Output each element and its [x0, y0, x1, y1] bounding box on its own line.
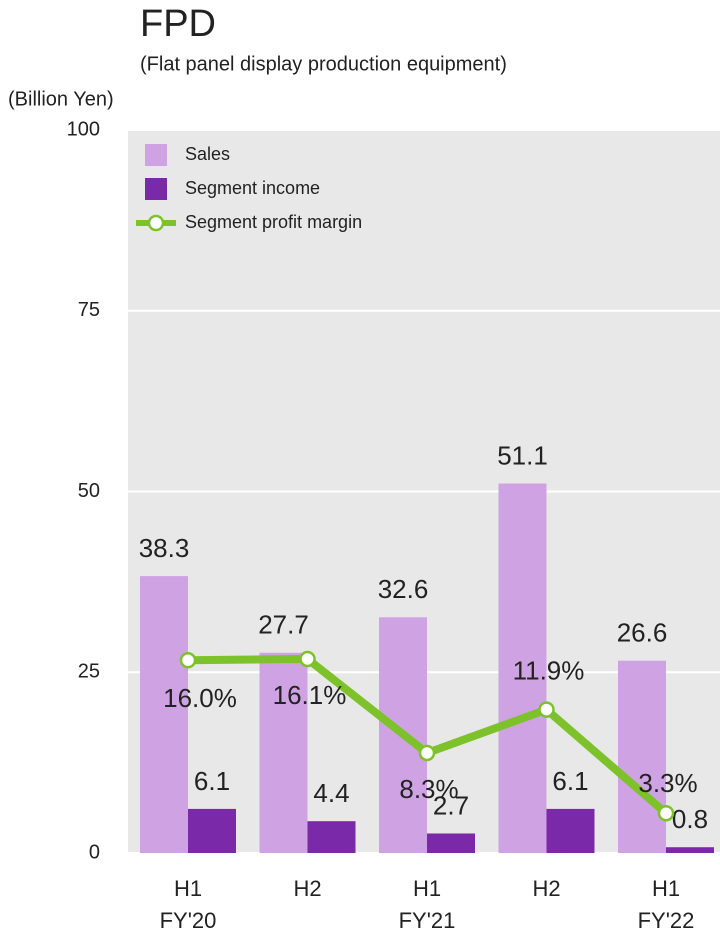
- x-group-label: FY'21: [399, 908, 456, 931]
- data-label: 16.1%: [273, 680, 347, 710]
- legend-label: Segment income: [185, 178, 320, 198]
- y-tick-label: 75: [78, 299, 100, 321]
- bar: [546, 808, 595, 853]
- bar: [307, 821, 356, 853]
- data-label: 27.7: [258, 610, 309, 640]
- chart-subtitle: (Flat panel display production equipment…: [140, 53, 507, 75]
- data-label: 6.1: [194, 766, 230, 796]
- y-tick-label: 0: [89, 841, 100, 863]
- x-tick-label: H2: [532, 876, 560, 901]
- bar: [140, 576, 188, 853]
- x-tick-label: H1: [174, 876, 202, 901]
- bar: [666, 847, 714, 853]
- line-point: [299, 650, 316, 668]
- legend-label: Segment profit margin: [185, 212, 362, 232]
- data-label: 2.7: [433, 790, 469, 820]
- bar: [498, 483, 547, 853]
- data-label: 4.4: [313, 778, 349, 808]
- line-point: [538, 701, 555, 718]
- data-label: 8.3%: [399, 774, 458, 804]
- legend-swatch: [145, 178, 167, 200]
- y-tick-label: 100: [67, 118, 100, 140]
- line-point: [657, 804, 675, 822]
- line-point: [179, 651, 197, 669]
- data-label: 16.0%: [163, 683, 237, 713]
- legend-label: Sales: [185, 144, 230, 164]
- data-label: 51.1: [497, 440, 548, 470]
- x-tick-label: H2: [293, 876, 321, 901]
- data-label: 26.6: [617, 618, 668, 648]
- bar: [427, 833, 475, 853]
- data-label: 0.8: [672, 804, 708, 834]
- bar: [188, 808, 236, 853]
- data-label: 6.1: [552, 766, 588, 796]
- bar: [259, 652, 308, 853]
- y-tick-label: 25: [78, 661, 100, 683]
- y-tick-label: 50: [78, 480, 100, 502]
- data-label: 32.6: [378, 574, 429, 604]
- data-label: 3.3%: [638, 768, 697, 798]
- chart-title: FPD: [140, 3, 216, 45]
- x-group-label: FY'22: [638, 908, 695, 931]
- data-label: 11.9%: [513, 655, 585, 685]
- line-point: [418, 744, 436, 762]
- data-label: 38.3: [139, 533, 190, 563]
- legend-swatch: [145, 144, 167, 166]
- x-tick-label: H1: [413, 876, 441, 901]
- x-group-label: FY'20: [160, 908, 217, 931]
- legend-marker: [147, 214, 165, 232]
- y-axis-label: (Billion Yen): [8, 88, 114, 110]
- bar: [618, 660, 666, 853]
- x-tick-label: H1: [652, 876, 680, 901]
